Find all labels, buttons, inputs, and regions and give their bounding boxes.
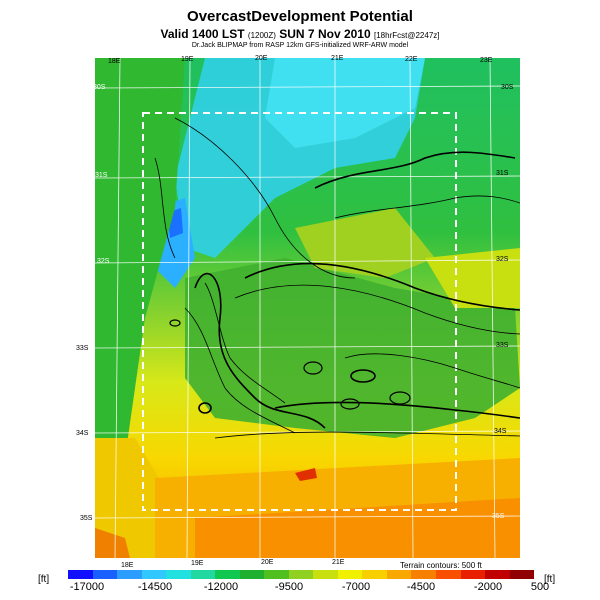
color-scale-swatch <box>288 570 314 579</box>
color-scale-bar <box>68 570 535 579</box>
lon-label-top: 21E <box>331 55 344 62</box>
lon-label-top: 23E <box>480 57 493 64</box>
color-scale-tick-label: -12000 <box>203 581 239 593</box>
lon-label-bottom: 21E <box>332 559 345 566</box>
lat-label-left: 31S <box>95 172 108 179</box>
terrain-contour-note: Terrain contours: 500 ft <box>400 561 482 570</box>
color-scale-swatch <box>509 570 535 579</box>
color-scale-swatch <box>485 570 510 579</box>
lat-label-right: 34S <box>494 428 507 435</box>
lon-label-bottom: 20E <box>261 559 274 566</box>
color-scale-swatch <box>117 570 142 579</box>
lon-label-top: 18E <box>108 58 121 65</box>
lon-label-top: 22E <box>405 56 418 63</box>
model-credit: Dr.Jack BLIPMAP from RASP 12km GFS-initi… <box>191 42 409 49</box>
lat-label-right: 32S <box>496 256 509 263</box>
forecast-map <box>95 58 520 558</box>
lat-label-left: 33S <box>76 345 89 352</box>
color-scale-swatch <box>215 570 240 579</box>
color-scale-tick-label: -9500 <box>274 581 304 593</box>
color-scale-tick-label: 500 <box>530 581 550 593</box>
lon-label-bottom: 18E <box>121 562 134 569</box>
forecast-date: SUN 7 Nov 2010 <box>279 27 371 41</box>
color-scale-swatch <box>411 570 436 579</box>
lat-label-left: 35S <box>80 515 93 522</box>
color-scale-swatch <box>362 570 387 579</box>
color-scale-swatch <box>264 570 289 579</box>
color-scale-swatch <box>239 570 265 579</box>
color-scale-swatch <box>313 570 338 579</box>
lat-label-right: 33S <box>496 342 509 349</box>
valid-time: Valid 1400 LST <box>160 27 245 41</box>
lat-label-left: 30S <box>93 84 106 91</box>
color-scale-swatch <box>141 570 167 579</box>
color-scale-swatch <box>435 570 461 579</box>
lon-label-top: 20E <box>255 55 268 62</box>
lat-label-left: 34S <box>76 430 89 437</box>
lat-label-right: 35S <box>492 513 505 520</box>
lat-label-left: 32S <box>97 258 110 265</box>
color-scale-swatch <box>386 570 412 579</box>
lat-label-right: 31S <box>496 170 509 177</box>
chart-title: OvercastDevelopment Potential <box>187 8 413 25</box>
lon-label-top: 19E <box>181 56 194 63</box>
unit-label-right: [ft] <box>544 574 556 585</box>
color-scale-swatch <box>337 570 363 579</box>
color-scale-swatch <box>190 570 216 579</box>
color-scale-tick-label: -7000 <box>341 581 371 593</box>
color-scale-tick-label: -14500 <box>137 581 173 593</box>
utc-time: (1200Z) <box>247 31 276 40</box>
lon-label-bottom: 19E <box>191 560 204 567</box>
color-scale-swatch <box>68 570 93 579</box>
lat-label-right: 30S <box>501 84 514 91</box>
valid-time-subtitle: Valid 1400 LST (1200Z) SUN 7 Nov 2010 [1… <box>0 27 600 41</box>
color-scale-tick-label: -2000 <box>473 581 503 593</box>
color-scale-swatch <box>460 570 486 579</box>
forecast-hour: [18hrFcst@2247z] <box>374 31 440 40</box>
unit-label-left: [ft] <box>38 574 50 585</box>
color-scale-tick-label: -4500 <box>406 581 436 593</box>
color-scale-tick-label: -17000 <box>69 581 105 593</box>
color-scale-swatch <box>166 570 191 579</box>
color-scale-swatch <box>92 570 118 579</box>
